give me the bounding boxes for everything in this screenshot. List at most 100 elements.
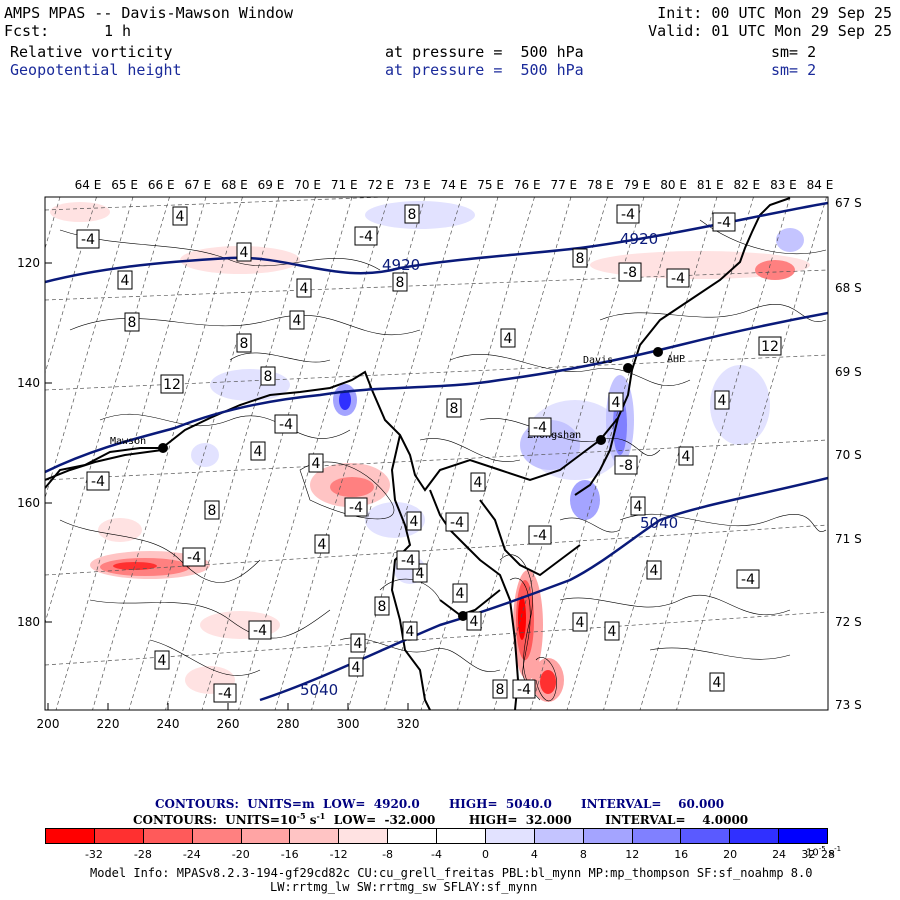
vorticity-contour-label: 4 <box>466 611 482 631</box>
svg-text:8: 8 <box>576 251 585 267</box>
colorbar-tick-label: 8 <box>579 848 587 861</box>
svg-text:4: 4 <box>504 331 513 347</box>
svg-text:4: 4 <box>158 653 167 669</box>
lon-label: 71 E <box>331 178 358 192</box>
colorbar-cell <box>290 829 340 843</box>
lon-label: 72 E <box>367 178 394 192</box>
lat-label: 68 S <box>835 281 862 295</box>
height-contour-legend: CONTOURS: UNITS=m LOW= 4920.0 HIGH= 5040… <box>155 797 725 811</box>
vorticity-contour-label: -4 <box>213 683 237 703</box>
lat-label: 67 S <box>835 196 862 210</box>
svg-text:4: 4 <box>634 499 643 515</box>
height-contour-label: 4920 <box>620 230 658 248</box>
svg-text:-4: -4 <box>450 515 464 531</box>
colorbar-cell <box>534 829 584 843</box>
svg-text:4: 4 <box>456 586 465 602</box>
colorbar-cell <box>583 829 633 843</box>
lon-label: 68 E <box>221 178 248 192</box>
vorticity-contour-label: 4 <box>402 621 418 641</box>
vorticity-contour-label: 4 <box>714 390 730 410</box>
svg-text:12: 12 <box>761 339 779 355</box>
y-tick-label: 160 <box>17 496 40 510</box>
svg-text:4: 4 <box>352 660 361 676</box>
vorticity-contour-label: 4 <box>308 453 324 473</box>
vorticity-contour-label: 4 <box>289 310 305 330</box>
lat-label: 71 S <box>835 532 862 546</box>
x-tick-label: 300 <box>337 717 360 731</box>
vorticity-contour-label: 4 <box>604 621 620 641</box>
x-tick-label: 220 <box>97 717 120 731</box>
vorticity-contour-label: 4 <box>154 650 170 670</box>
colorbar-tick-label: -24 <box>182 848 201 861</box>
x-tick-label: 240 <box>157 717 180 731</box>
svg-text:4: 4 <box>318 537 327 553</box>
colorbar-cell <box>46 829 95 843</box>
vorticity-contour-label: 4 <box>172 206 188 226</box>
vorticity-contour-label: -4 <box>736 569 760 589</box>
svg-text:-8: -8 <box>623 265 637 281</box>
colorbar-tick-label: 28 <box>821 848 835 861</box>
svg-text:-4: -4 <box>517 682 531 698</box>
vorticity-contour-label: 8 <box>374 596 390 616</box>
vorticity-contour-label: 4 <box>452 583 468 603</box>
vorticity-contour-label: 8 <box>236 333 252 353</box>
model-info-line1: Model Info: MPASv8.2.3-194-gf29cd82c CU:… <box>90 866 813 880</box>
station-mawson-marker <box>158 443 168 453</box>
vorticity-legend-rest: LOW= -32.000 HIGH= 32.000 INTERVAL= 4.00… <box>325 813 749 827</box>
vorticity-contour-label: 8 <box>572 248 588 268</box>
svg-text:8: 8 <box>496 682 505 698</box>
colorbar-cell <box>192 829 242 843</box>
y-tick-label: 140 <box>17 376 40 390</box>
colorbar-cell <box>681 829 731 843</box>
vorticity-contour-label: 4 <box>117 270 133 290</box>
vorticity-legend-exp2: -1 <box>316 811 326 821</box>
height-contours <box>45 201 828 702</box>
svg-text:4: 4 <box>650 563 659 579</box>
svg-text:4: 4 <box>121 273 130 289</box>
svg-text:4: 4 <box>718 393 727 409</box>
vorticity-contour-label: -4 <box>528 417 552 437</box>
svg-text:4: 4 <box>293 313 302 329</box>
colorbar-cell <box>779 829 827 843</box>
vorticity-contour-label: 4 <box>348 657 364 677</box>
colorbar-unit-exp: -5 <box>818 845 826 853</box>
vorticity-contour-label: 12 <box>758 336 782 356</box>
svg-text:4: 4 <box>608 624 617 640</box>
height-contour-label: 5040 <box>640 514 678 532</box>
vorticity-contour-label: -4 <box>76 229 100 249</box>
field2-name: Geopotential height <box>10 61 182 79</box>
latlon-grid <box>45 197 828 710</box>
svg-text:-4: -4 <box>621 207 635 223</box>
vorticity-contour-label: -4 <box>528 525 552 545</box>
vorticity-contours <box>59 219 827 702</box>
height-contour-label: 5040 <box>300 681 338 699</box>
fcst-value: 1 h <box>104 22 132 40</box>
svg-text:8: 8 <box>128 315 137 331</box>
vorticity-contour-label: 4 <box>608 392 624 412</box>
colorbar-tick-label: -16 <box>280 848 299 861</box>
svg-text:-4: -4 <box>533 420 547 436</box>
vorticity-contour-label: 8 <box>446 398 462 418</box>
lon-label: 77 E <box>550 178 577 192</box>
svg-text:4: 4 <box>176 209 185 225</box>
vorticity-contour-label: -4 <box>616 204 640 224</box>
colorbar-tick-label: 0 <box>481 848 489 861</box>
lon-label: 75 E <box>477 178 504 192</box>
svg-text:12: 12 <box>163 377 181 393</box>
lat-label: 73 S <box>835 698 862 712</box>
lon-label: 80 E <box>660 178 687 192</box>
colorbar-cell <box>437 829 486 843</box>
svg-text:-4: -4 <box>533 528 547 544</box>
vorticity-contour-label: 4 <box>646 560 662 580</box>
vorticity-contour-label: 4 <box>678 446 694 466</box>
colorbar-unit-base: 10 <box>806 847 819 859</box>
colorbar <box>45 828 828 844</box>
field2-pressure: at pressure = 500 hPa <box>385 61 584 79</box>
lon-label: 83 E <box>770 178 797 192</box>
chart-title: AMPS MPAS -- Davis-Mawson Window <box>4 4 293 22</box>
x-tick-label: 320 <box>397 717 420 731</box>
svg-text:-4: -4 <box>279 417 293 433</box>
lon-label: 78 E <box>587 178 614 192</box>
vorticity-contour-label: -4 <box>512 679 536 699</box>
